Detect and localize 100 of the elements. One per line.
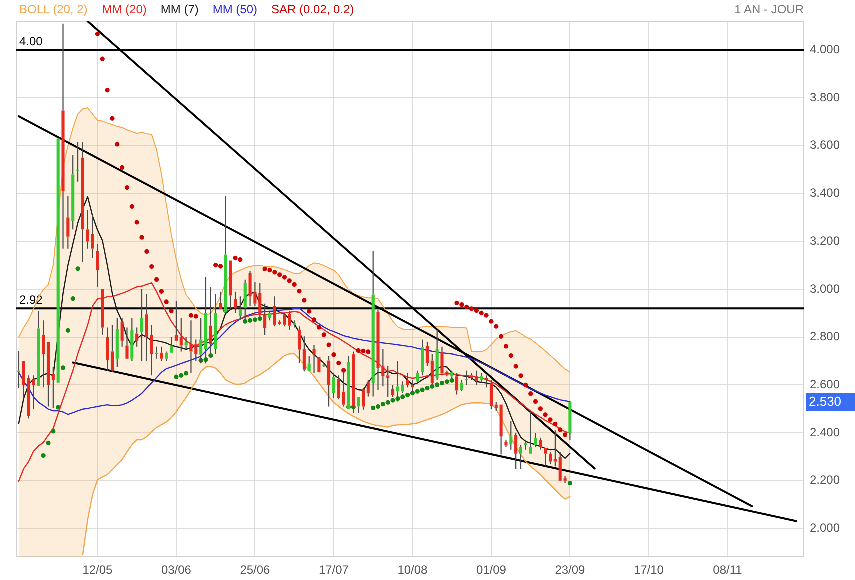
candlestick	[81, 142, 84, 263]
y-tick-label: 2.800	[810, 330, 840, 344]
candlestick	[293, 320, 296, 328]
candlestick	[406, 372, 410, 388]
x-tick-label: 08/11	[713, 563, 743, 578]
candlestick	[91, 214, 94, 259]
candlestick	[160, 346, 164, 362]
candlestick	[372, 250, 375, 398]
y-tick-label: 3.000	[810, 282, 840, 296]
candlestick	[238, 296, 242, 320]
candlestick	[504, 440, 508, 448]
candlestick	[76, 142, 80, 182]
x-tick-label: 10/08	[398, 563, 428, 578]
candlestick	[524, 440, 528, 450]
candlestick	[302, 336, 306, 372]
text: 1 AN - JOUR	[734, 2, 804, 16]
candlestick	[529, 410, 532, 454]
candlestick	[490, 380, 493, 410]
candlestick	[500, 404, 503, 456]
candlestick	[42, 320, 46, 388]
candlestick	[214, 294, 218, 355]
candlestick	[46, 342, 50, 408]
candlestick	[568, 402, 572, 441]
y-tick-label: 2.600	[810, 378, 840, 392]
candlestick	[86, 210, 90, 250]
candlestick	[165, 351, 168, 362]
candlestick	[96, 243, 100, 288]
candlestick	[392, 384, 395, 398]
candlestick	[510, 420, 513, 450]
candlestick	[426, 342, 430, 367]
candlestick	[298, 326, 302, 364]
candlestick	[22, 361, 26, 398]
candlestick	[558, 452, 562, 481]
candlestick	[37, 310, 40, 386]
x-tick-label: 01/09	[476, 563, 507, 578]
x-tick-label: 25/06	[240, 563, 271, 578]
x-tick-label: 17/07	[318, 563, 350, 578]
y-tick-label: 2.200	[810, 473, 840, 488]
text: MM (7)	[160, 2, 199, 16]
candlestick	[52, 366, 55, 408]
candlestick	[401, 381, 404, 394]
candlestick	[106, 327, 110, 372]
candlestick	[234, 291, 238, 314]
candlestick	[268, 310, 272, 322]
y-tick-label: 2.400	[810, 425, 840, 440]
y-tick-label: 4.000	[810, 42, 840, 57]
candlestick	[110, 324, 114, 373]
candlestick	[56, 138, 60, 383]
candlestick	[485, 375, 488, 388]
x-tick-label: 23/09	[555, 563, 586, 578]
candlestick	[264, 303, 267, 336]
text: 2.530	[809, 394, 842, 410]
candlestick	[416, 370, 420, 384]
candlestick	[494, 401, 498, 412]
candlestick	[332, 372, 336, 399]
candlestick	[539, 437, 542, 450]
y-tick-label: 3.800	[810, 90, 840, 104]
text: SAR (0.02, 0.2)	[272, 2, 354, 16]
candlestick	[514, 432, 518, 470]
candlestick	[519, 444, 523, 470]
candlestick	[318, 357, 321, 373]
text: BOLL (20, 2)	[20, 2, 88, 16]
candlestick	[554, 430, 557, 468]
candlestick	[229, 260, 232, 310]
text: MM (20)	[102, 2, 147, 16]
candlestick	[219, 291, 222, 310]
candlestick	[116, 318, 119, 368]
candlestick	[155, 346, 158, 360]
candlestick	[72, 154, 75, 230]
candlestick	[544, 448, 548, 468]
x-tick-label: 12/05	[82, 563, 114, 578]
candlestick	[140, 288, 144, 362]
candlestick	[180, 318, 183, 352]
candlestick	[534, 432, 538, 448]
y-tick-label: 3.400	[810, 186, 840, 200]
candlestick	[174, 300, 178, 341]
candlestick	[312, 344, 316, 374]
candlestick	[126, 327, 129, 359]
candlestick	[436, 330, 439, 381]
candlestick	[130, 318, 134, 362]
y-tick-label: 2.000	[810, 521, 840, 536]
candlestick	[120, 318, 124, 348]
x-tick-label: 17/10	[634, 563, 664, 578]
candlestick	[386, 366, 390, 398]
ref-line-label: 4.00	[20, 34, 44, 49]
candlestick	[273, 296, 276, 328]
candlestick	[145, 294, 148, 362]
x-tick-label: 03/06	[161, 563, 192, 578]
candlestick	[136, 327, 139, 348]
candlestick	[328, 356, 331, 408]
candlestick	[465, 370, 468, 386]
y-tick-label: 3.600	[810, 138, 840, 152]
candlestick	[184, 336, 188, 350]
candlestick	[150, 324, 154, 376]
text: MM (50)	[212, 2, 258, 16]
candlestick	[66, 196, 70, 250]
candlestick	[421, 339, 424, 376]
y-tick-label: 3.200	[810, 234, 840, 248]
candlestick	[62, 23, 65, 250]
candlestick	[564, 476, 567, 484]
